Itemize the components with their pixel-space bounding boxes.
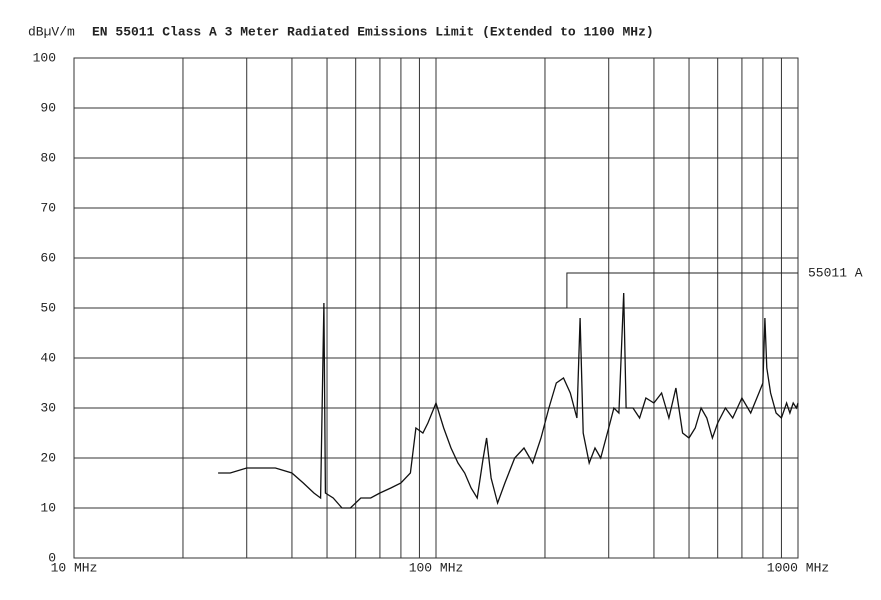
y-tick-label: 30 xyxy=(40,400,56,415)
y-tick-label: 20 xyxy=(40,450,56,465)
y-tick-label: 100 xyxy=(33,50,56,65)
x-tick-label: 10 MHz xyxy=(51,560,98,575)
y-tick-label: 60 xyxy=(40,250,56,265)
y-tick-label: 80 xyxy=(40,150,56,165)
chart-title: EN 55011 Class A 3 Meter Radiated Emissi… xyxy=(92,24,654,39)
x-tick-label: 100 MHz xyxy=(409,560,464,575)
y-tick-label: 40 xyxy=(40,350,56,365)
y-tick-label: 10 xyxy=(40,500,56,515)
y-tick-label: 0 xyxy=(48,550,56,565)
y-axis-label: dBµV/m xyxy=(28,24,75,39)
plot-frame xyxy=(73,57,799,559)
legend-label: 55011 A xyxy=(808,265,863,280)
x-tick-label: 1000 MHz xyxy=(767,560,829,575)
y-tick-label: 50 xyxy=(40,300,56,315)
y-tick-label: 90 xyxy=(40,100,56,115)
emission-trace xyxy=(218,292,799,509)
y-tick-label: 70 xyxy=(40,200,56,215)
limit-line xyxy=(246,272,798,309)
